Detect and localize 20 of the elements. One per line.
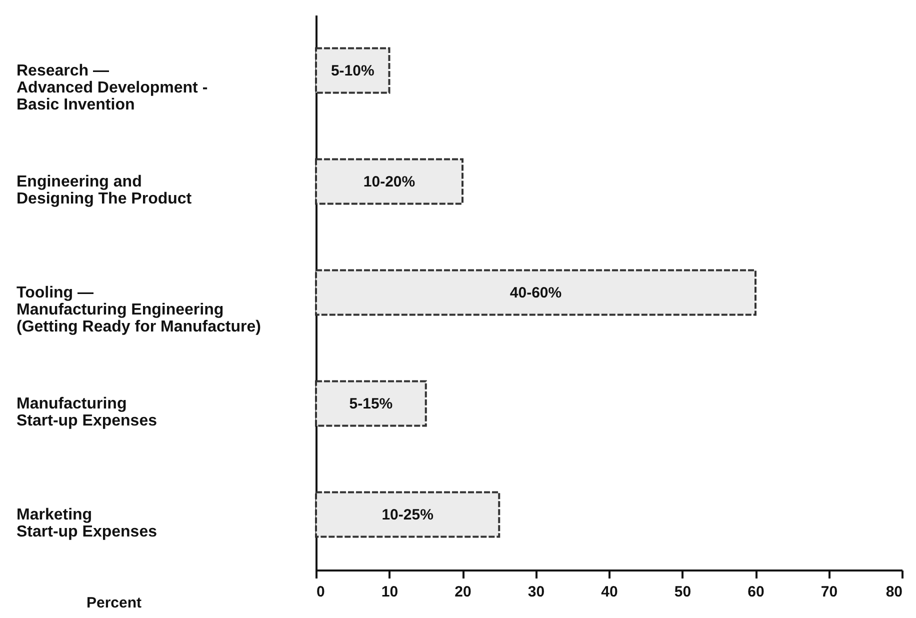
x-tick-label: 30 (528, 584, 545, 600)
y-tick-label: Engineering and Designing The Product (16, 174, 192, 208)
x-tick-label: 0 (316, 584, 325, 600)
x-tick-label: 80 (886, 584, 902, 600)
y-tick-label: Marketing Start-up Expenses (16, 506, 158, 540)
y-tick-label: Manufacturing Start-up Expenses (16, 396, 158, 430)
annotation: 10-20% (363, 174, 416, 190)
x-tick-label: 40 (601, 584, 618, 600)
y-tick-label: Tooling — Manufacturing Engineering (Getting Ready for Manufacture) (16, 284, 261, 336)
x-tick-label: 20 (454, 584, 472, 600)
y-tick-label: Research — Advanced Development - Basic Invention (16, 62, 208, 114)
x-axis-title: Percent (86, 594, 142, 612)
x-tick-label: 50 (674, 584, 692, 600)
annotation: 5-10% (330, 62, 374, 80)
annotation: 40-60% (510, 284, 562, 302)
x-tick-label: 60 (748, 584, 764, 600)
x-tick-label: 10 (381, 584, 398, 600)
annotation: 5-15% (349, 396, 393, 412)
x-tick-label: 70 (820, 584, 838, 600)
annotation: 10-25% (382, 506, 434, 524)
